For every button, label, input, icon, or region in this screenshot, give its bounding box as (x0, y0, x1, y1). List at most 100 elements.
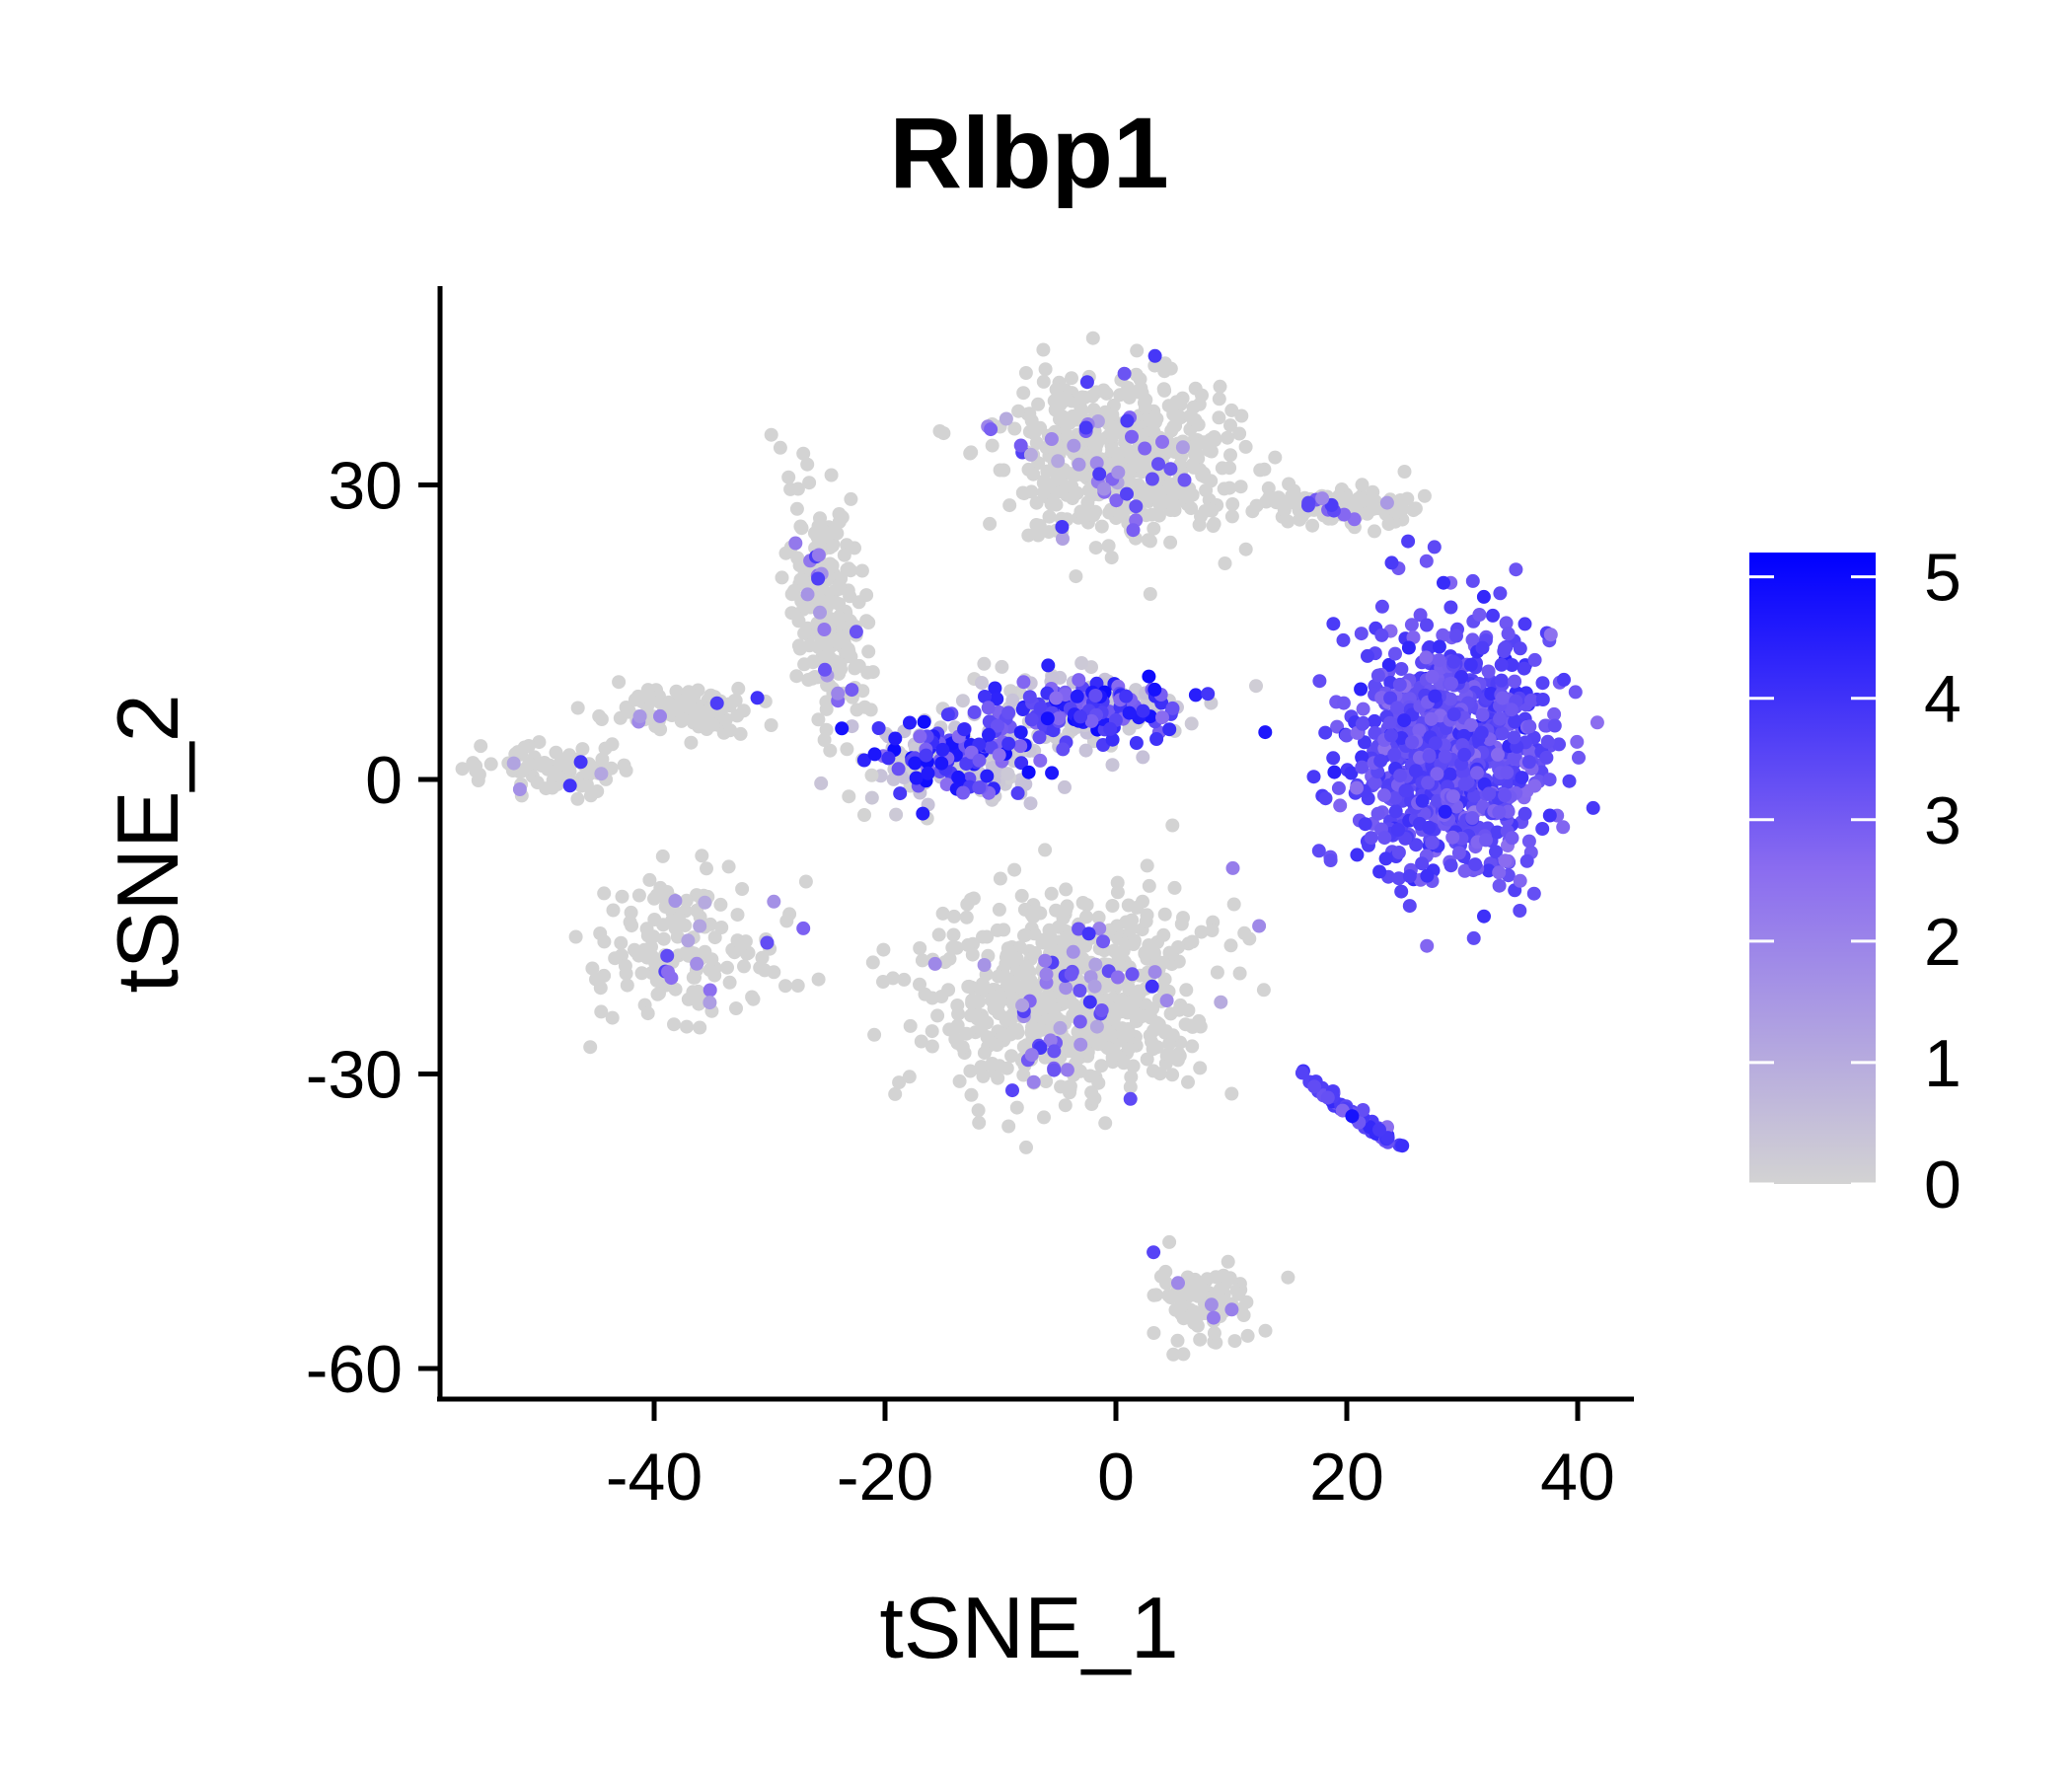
data-point (656, 698, 671, 711)
data-point (817, 623, 832, 636)
data-point (1227, 1334, 1242, 1349)
data-point (800, 587, 815, 602)
data-point (1355, 716, 1369, 731)
data-point (1051, 454, 1066, 469)
data-point (797, 599, 812, 614)
data-point (1014, 756, 1029, 771)
data-point (1001, 736, 1016, 751)
data-point (977, 656, 992, 671)
data-point (615, 889, 629, 904)
legend-tick-label: 1 (1924, 1026, 1961, 1101)
data-point (1122, 705, 1137, 720)
data-point (703, 917, 717, 931)
data-point (1039, 967, 1054, 982)
data-point (1096, 383, 1111, 398)
data-point (1052, 944, 1066, 959)
data-point (1508, 674, 1522, 689)
data-point (1009, 1100, 1024, 1115)
legend-tick-label: 4 (1924, 662, 1961, 737)
data-point (1087, 979, 1102, 994)
data-point (1105, 732, 1120, 747)
data-point (1301, 495, 1316, 510)
data-point (1515, 771, 1529, 785)
x-tick-label: -20 (837, 1440, 933, 1515)
data-point (1140, 858, 1154, 873)
data-point (1074, 656, 1089, 670)
data-point (1400, 491, 1415, 506)
data-point (687, 713, 702, 728)
data-point (1176, 1311, 1191, 1326)
data-point (1109, 493, 1124, 508)
data-point (1208, 433, 1222, 447)
data-point (1185, 1039, 1200, 1054)
color-legend: 0 1 2 3 4 5 (1749, 541, 1961, 1222)
data-point (802, 476, 817, 490)
data-point (1064, 967, 1078, 982)
data-point (1023, 447, 1038, 462)
data-point (889, 807, 904, 822)
data-point (583, 1040, 598, 1055)
data-point (976, 1069, 991, 1083)
y-tick-label: 30 (328, 449, 403, 524)
data-point (1156, 927, 1171, 942)
data-point (991, 998, 1005, 1012)
data-point (1023, 796, 1038, 811)
data-point (917, 714, 931, 729)
data-point (1149, 1015, 1164, 1030)
data-point (1188, 688, 1203, 703)
data-point (1305, 518, 1320, 533)
data-point (1552, 737, 1566, 752)
data-point (1444, 676, 1458, 691)
data-point (1078, 420, 1093, 435)
data-point (1071, 1049, 1085, 1064)
x-tick-label: 40 (1540, 1440, 1615, 1515)
data-point (639, 950, 654, 965)
data-point (881, 751, 896, 766)
data-point (653, 708, 667, 723)
data-point (575, 742, 590, 757)
data-point (1016, 675, 1031, 690)
data-point (1038, 362, 1053, 377)
data-point (1364, 831, 1378, 846)
data-point (1374, 628, 1389, 642)
data-point (1358, 817, 1372, 832)
data-point (1026, 910, 1041, 925)
data-point (1089, 456, 1104, 471)
data-point (1252, 919, 1267, 933)
data-point (1394, 662, 1409, 676)
data-point (1481, 664, 1496, 679)
data-point (845, 683, 859, 698)
data-point (903, 1018, 918, 1033)
data-point (1041, 658, 1056, 673)
data-point (1073, 406, 1087, 420)
data-point (972, 995, 987, 1009)
data-point (1072, 673, 1086, 688)
data-point (1184, 716, 1199, 731)
data-point (1391, 823, 1405, 837)
data-point (844, 491, 858, 506)
data-point (1009, 1022, 1024, 1037)
data-point (1377, 831, 1392, 846)
data-point (1138, 401, 1152, 414)
data-point (1517, 661, 1531, 676)
data-point (1185, 458, 1200, 473)
data-point (1424, 711, 1439, 726)
data-point (1147, 1245, 1161, 1260)
data-point (1187, 1304, 1201, 1319)
data-point (1120, 444, 1135, 459)
data-point (1568, 685, 1583, 700)
data-point (669, 919, 684, 933)
data-point (1073, 1014, 1087, 1029)
data-point (1368, 524, 1381, 539)
data-point (1355, 760, 1369, 775)
data-point (1029, 495, 1044, 510)
data-point (925, 1024, 939, 1039)
data-point (915, 953, 929, 968)
data-point (1011, 404, 1026, 418)
data-point (1215, 461, 1229, 476)
data-point (861, 644, 876, 659)
data-point (1256, 983, 1271, 998)
data-point (775, 570, 789, 585)
data-point (1021, 765, 1036, 779)
data-point (1498, 853, 1513, 868)
